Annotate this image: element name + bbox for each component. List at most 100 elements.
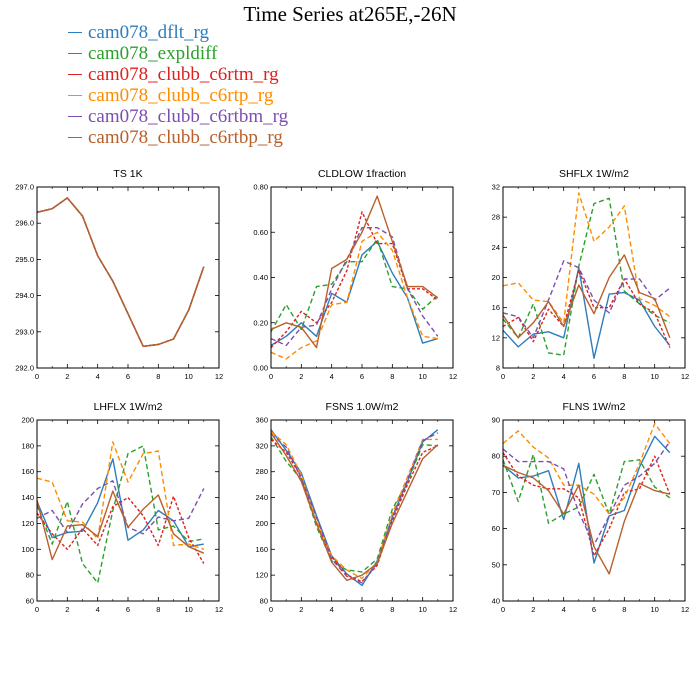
x-tick-label: 12 — [681, 605, 689, 614]
y-tick-label: 200 — [21, 416, 34, 425]
x-tick-label: 2 — [531, 605, 535, 614]
y-tick-label: 50 — [492, 560, 500, 569]
y-tick-label: 240 — [255, 493, 268, 502]
x-tick-label: 2 — [299, 372, 303, 381]
legend-swatch — [68, 95, 82, 96]
legend-label: cam078_expldiff — [88, 42, 218, 64]
x-tick-label: 8 — [390, 605, 394, 614]
series-line — [502, 464, 670, 575]
plot-frame — [270, 186, 454, 369]
series-line — [36, 458, 204, 548]
y-tick-label: 320 — [255, 441, 268, 450]
x-tick-label: 2 — [299, 605, 303, 614]
x-tick-label: 4 — [330, 605, 334, 614]
series-line — [502, 192, 671, 324]
y-tick-label: 140 — [21, 493, 34, 502]
series-line — [36, 490, 205, 561]
x-tick-label: 10 — [418, 605, 426, 614]
legend-item: cam078_clubb_c6rtp_rg — [68, 85, 288, 106]
series-line — [502, 267, 671, 359]
y-tick-label: 293.0 — [15, 327, 34, 336]
x-tick-label: 12 — [215, 605, 223, 614]
series-line — [270, 432, 439, 584]
legend-item: cam078_dflt_rg — [68, 22, 288, 43]
plot-frame — [502, 419, 686, 602]
x-tick-label: 8 — [622, 372, 626, 381]
x-tick-label: 10 — [184, 372, 192, 381]
y-tick-label: 360 — [255, 416, 268, 425]
y-tick-label: 70 — [492, 488, 500, 497]
x-tick-label: 4 — [562, 372, 566, 381]
series-line — [502, 197, 671, 356]
plot-frame — [270, 419, 454, 602]
series-line — [270, 195, 439, 349]
panel-title: CLDLOW 1fraction — [318, 168, 406, 180]
y-tick-label: 90 — [492, 416, 500, 425]
x-tick-label: 6 — [360, 372, 364, 381]
x-tick-label: 6 — [126, 372, 130, 381]
y-tick-label: 80 — [26, 571, 34, 580]
x-tick-label: 4 — [96, 605, 100, 614]
series-line — [502, 254, 671, 339]
legend-swatch — [68, 32, 82, 33]
x-tick-label: 8 — [156, 605, 160, 614]
legend-swatch — [68, 137, 82, 138]
series-line — [502, 452, 671, 557]
y-tick-label: 180 — [21, 441, 34, 450]
series-line — [270, 431, 438, 580]
y-tick-label: 0.80 — [253, 183, 268, 192]
chart-panel: FLNS 1W/m2 0 2 4 6 8 10 12 40 50 60 70 80 90 — [492, 401, 690, 614]
y-tick-label: 120 — [21, 519, 34, 528]
x-tick-label: 10 — [418, 372, 426, 381]
x-tick-label: 0 — [35, 372, 39, 381]
chart-panel: CLDLOW 1fraction 0 2 4 6 8 10 12 0.00 0.20 0.40 0.6… — [253, 168, 457, 381]
legend-swatch — [68, 53, 82, 54]
y-tick-label: 32 — [492, 183, 500, 192]
series-line — [36, 197, 205, 347]
legend-label: cam078_clubb_c6rtbm_rg — [88, 105, 289, 127]
y-tick-label: 28 — [492, 213, 500, 222]
panel-title: TS 1K — [113, 168, 142, 180]
series-line — [502, 441, 671, 546]
series-line — [270, 211, 439, 349]
x-tick-label: 6 — [592, 605, 596, 614]
legend-item: cam078_expldiff — [68, 43, 288, 64]
plot-frame — [36, 419, 220, 602]
panel-title: LHFLX 1W/m2 — [94, 401, 163, 413]
panel-title: SHFLX 1W/m2 — [559, 168, 629, 180]
series-line — [36, 197, 205, 347]
series-line — [270, 238, 439, 333]
series-line — [36, 197, 205, 347]
legend-item: cam078_clubb_c6rtbp_rg — [68, 127, 288, 148]
y-tick-label: 60 — [26, 597, 34, 606]
series-line — [502, 453, 671, 524]
y-tick-label: 0.20 — [253, 318, 268, 327]
x-tick-label: 12 — [449, 605, 457, 614]
x-tick-label: 2 — [65, 372, 69, 381]
y-tick-label: 0.40 — [253, 273, 268, 282]
x-tick-label: 0 — [269, 605, 273, 614]
y-tick-label: 12 — [492, 333, 500, 342]
legend-label: cam078_clubb_c6rtp_rg — [88, 84, 274, 106]
y-tick-label: 0.00 — [253, 364, 268, 373]
legend-label: cam078_dflt_rg — [88, 21, 210, 43]
x-tick-label: 12 — [215, 372, 223, 381]
x-tick-label: 6 — [592, 372, 596, 381]
y-tick-label: 297.0 — [15, 183, 34, 192]
x-tick-label: 6 — [360, 605, 364, 614]
series-line — [270, 432, 439, 581]
x-tick-label: 4 — [96, 372, 100, 381]
series-line — [270, 438, 439, 583]
x-tick-label: 10 — [650, 372, 658, 381]
x-tick-label: 8 — [390, 372, 394, 381]
x-tick-label: 8 — [156, 372, 160, 381]
x-tick-label: 4 — [330, 372, 334, 381]
y-tick-label: 60 — [492, 524, 500, 533]
y-tick-label: 160 — [255, 545, 268, 554]
legend-swatch — [68, 116, 82, 117]
chart-panel: TS 1K 0 2 4 6 8 10 12 292.0 293.0 294.0 295.0 296.0 2… — [15, 168, 223, 381]
series-line — [36, 197, 205, 347]
y-tick-label: 24 — [492, 243, 500, 252]
series-line — [270, 226, 439, 347]
